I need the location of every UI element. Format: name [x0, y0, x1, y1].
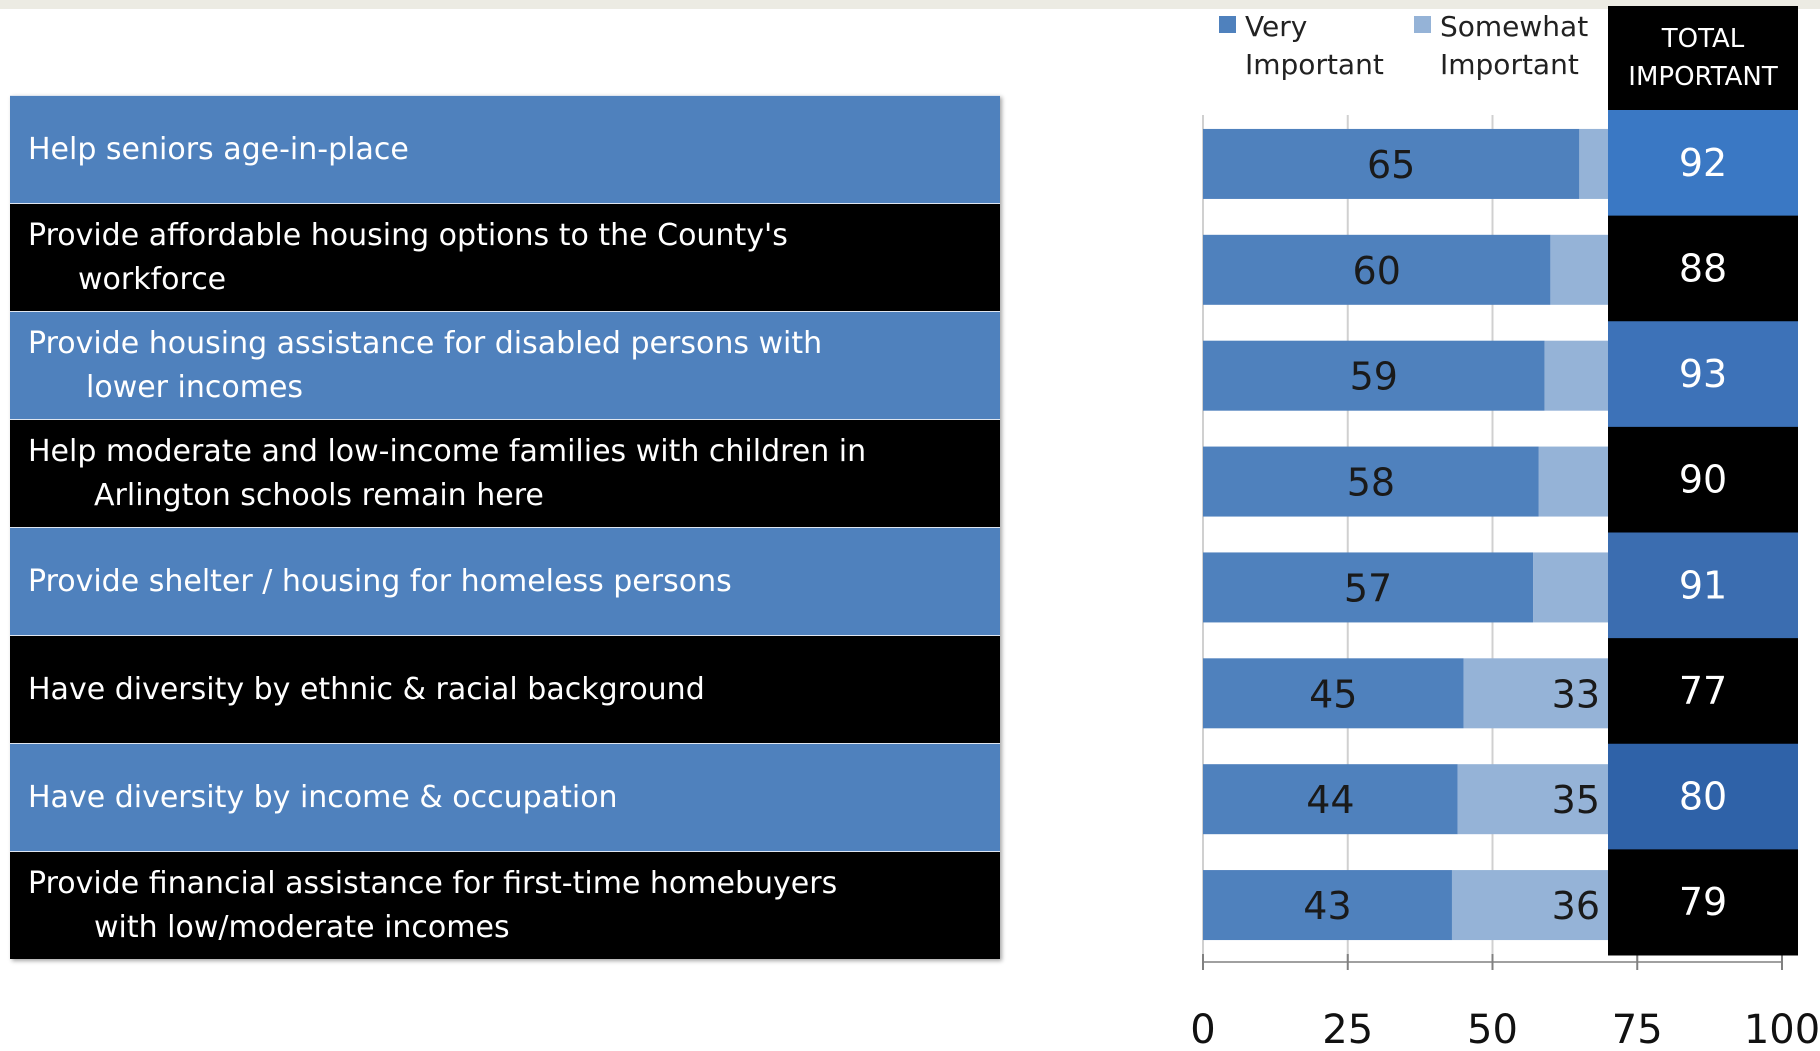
- data-label-very: 43: [1303, 884, 1351, 928]
- category-label: Help moderate and low-income families wi…: [28, 433, 867, 469]
- bar-somewhat-important: [1579, 128, 1608, 199]
- data-label-very: 65: [1367, 143, 1415, 187]
- bar-somewhat-important: [1550, 234, 1608, 305]
- category-label-row: Provide affordable housing options to th…: [10, 203, 1000, 311]
- legend-somewhat-important: Somewhat Important: [1414, 8, 1589, 84]
- total-value: 80: [1679, 775, 1727, 819]
- category-labels-panel: Help seniors age-in-place Provide afford…: [10, 95, 1000, 959]
- category-label-continued: lower incomes: [86, 369, 304, 405]
- bar-very-important: [1203, 658, 1464, 729]
- bar-very-important: [1203, 764, 1458, 835]
- data-label-very: 60: [1353, 249, 1401, 293]
- bar-somewhat-important: [1451, 870, 1608, 941]
- total-value: 92: [1679, 141, 1727, 185]
- bar-somewhat-important: [1538, 446, 1608, 517]
- bar-very-important: [1203, 340, 1545, 411]
- category-label: Have diversity by ethnic & racial backgr…: [28, 671, 705, 707]
- legend-label-line1: Very: [1245, 10, 1308, 43]
- bar-somewhat-important: [1544, 340, 1608, 411]
- total-cell: [1608, 638, 1798, 745]
- total-value: 90: [1679, 458, 1727, 502]
- bar-very-important: [1203, 870, 1452, 941]
- legend-label-line1: Somewhat: [1440, 10, 1589, 43]
- total-value: 77: [1679, 669, 1727, 713]
- bar-very-important: [1203, 552, 1534, 623]
- top-strip: [0, 0, 1820, 9]
- data-label-somewhat: 33: [1552, 672, 1600, 716]
- category-label: Provide shelter / housing for homeless p…: [28, 563, 732, 599]
- category-label-row: Provide financial assistance for first-t…: [10, 851, 1000, 959]
- bar-very-important: [1203, 128, 1580, 199]
- category-label-row: Have diversity by ethnic & racial backgr…: [10, 635, 1000, 743]
- total-cell: [1608, 321, 1798, 428]
- total-cell: [1608, 426, 1798, 533]
- category-label: Provide financial assistance for first-t…: [28, 865, 838, 901]
- x-tick-label: 0: [1190, 1007, 1215, 1051]
- x-tick-label: 50: [1467, 1007, 1518, 1051]
- total-cell: [1608, 215, 1798, 322]
- legend-swatch-somewhat: [1414, 16, 1431, 33]
- data-label-very: 45: [1309, 672, 1357, 716]
- category-label-row: Have diversity by income & occupation: [10, 743, 1000, 851]
- legend-label-line2: Important: [1245, 48, 1384, 81]
- total-value: 91: [1679, 563, 1727, 607]
- data-label-very: 59: [1350, 355, 1398, 399]
- total-cell: [1608, 110, 1798, 217]
- total-cell: [1608, 743, 1798, 850]
- bar-somewhat-important: [1463, 658, 1608, 729]
- bar-somewhat-important: [1533, 552, 1608, 623]
- total-header-line1: TOTAL: [1661, 24, 1745, 54]
- category-label: Help seniors age-in-place: [28, 131, 409, 167]
- data-label-somewhat: 35: [1552, 778, 1600, 822]
- category-label-row: Provide shelter / housing for homeless p…: [10, 527, 1000, 635]
- category-label-row: Help moderate and low-income families wi…: [10, 419, 1000, 527]
- data-label-very: 44: [1306, 778, 1354, 822]
- x-tick-label: 100: [1744, 1007, 1820, 1051]
- category-label: Provide affordable housing options to th…: [28, 217, 788, 253]
- bar-somewhat-important: [1457, 764, 1608, 835]
- legend-swatch-very: [1219, 16, 1236, 33]
- x-tick-label: 25: [1322, 1007, 1373, 1051]
- x-tick-label: 75: [1612, 1007, 1663, 1051]
- data-label-very: 57: [1344, 566, 1392, 610]
- category-label-continued: Arlington schools remain here: [94, 477, 544, 513]
- category-label-continued: with low/moderate incomes: [94, 909, 510, 945]
- total-header-line2: IMPORTANT: [1628, 62, 1778, 92]
- category-label-row: Provide housing assistance for disabled …: [10, 311, 1000, 419]
- bar-very-important: [1203, 234, 1551, 305]
- total-cell: [1608, 849, 1798, 956]
- total-value: 79: [1679, 880, 1727, 924]
- legend-very-important: Very Important: [1219, 8, 1384, 84]
- total-cell: [1608, 532, 1798, 639]
- category-label: Have diversity by income & occupation: [28, 779, 618, 815]
- total-important-header: TOTAL IMPORTANT: [1608, 6, 1798, 110]
- category-label-continued: workforce: [78, 261, 227, 297]
- legend-label-line2: Important: [1440, 48, 1579, 81]
- data-label-somewhat: 36: [1552, 884, 1600, 928]
- data-label-very: 58: [1347, 461, 1395, 505]
- category-label-row: Help seniors age-in-place: [10, 95, 1000, 203]
- bar-very-important: [1203, 446, 1539, 517]
- total-value: 93: [1679, 352, 1727, 396]
- category-label: Provide housing assistance for disabled …: [28, 325, 823, 361]
- total-value: 88: [1679, 246, 1727, 290]
